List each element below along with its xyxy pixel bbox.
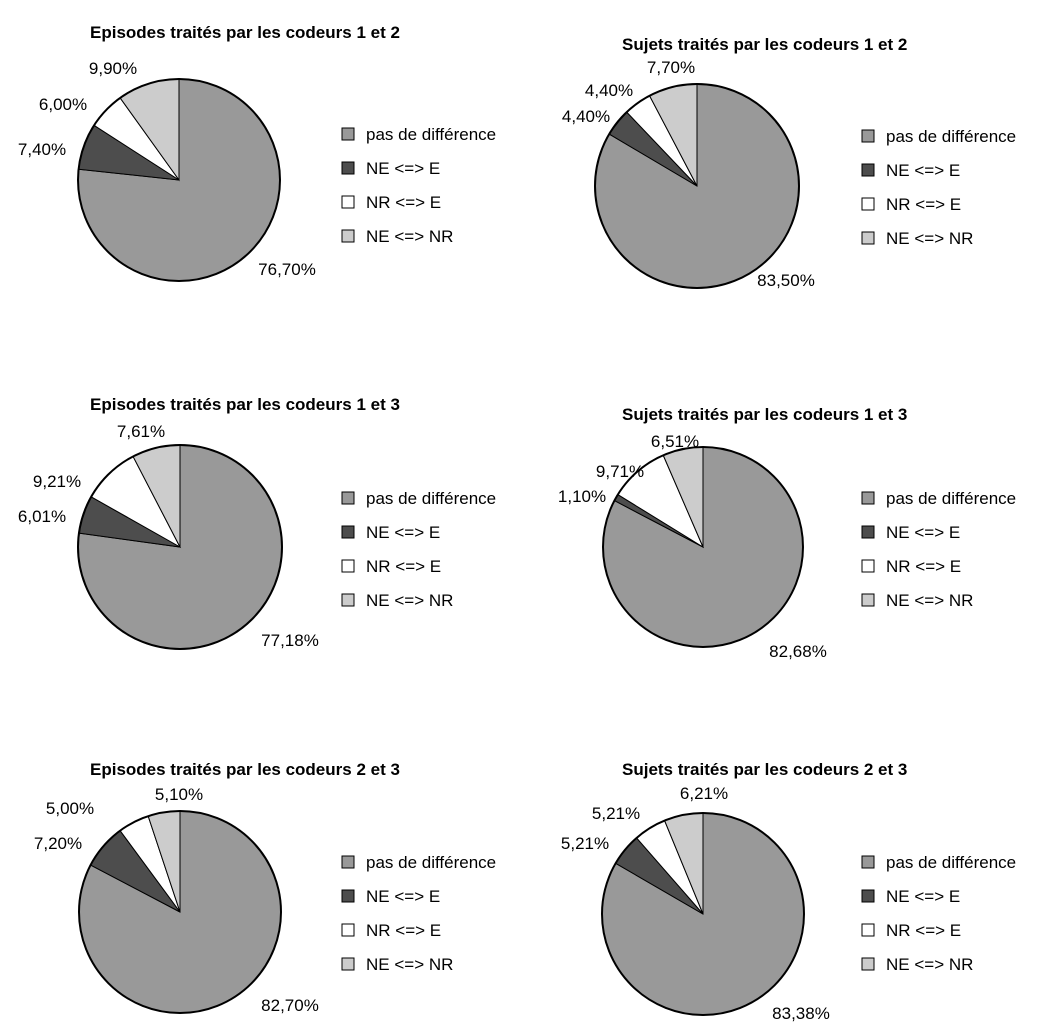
legend-swatch-ne-nr [341, 229, 355, 243]
data-label-ne-e: 5,21% [561, 834, 609, 853]
data-label-ne-nr: 7,61% [117, 422, 165, 441]
pie-outline [77, 444, 283, 650]
legend-label-ne-e: NE <=> E [886, 523, 960, 542]
data-label-main: 76,70% [258, 260, 316, 279]
data-label-ne-e: 7,40% [18, 140, 66, 159]
pie-outline [78, 810, 282, 1014]
legend-swatch-main [341, 127, 355, 141]
legend-swatch-ne-e [861, 525, 875, 539]
legend-swatch-nr-e [861, 559, 875, 573]
legend-label-main: pas de différence [886, 127, 1016, 146]
legend-label-main: pas de différence [366, 489, 496, 508]
pie-chart-sujets-1-3: Sujets traités par les codeurs 1 et 3 82,… [558, 405, 1016, 661]
data-label-ne-nr: 6,21% [680, 784, 728, 803]
chart-title: Sujets traités par les codeurs 1 et 3 [622, 405, 907, 424]
chart-title: Sujets traités par les codeurs 1 et 2 [622, 35, 907, 54]
data-label-nr-e: 5,00% [46, 799, 94, 818]
data-label-ne-nr: 6,51% [651, 432, 699, 451]
pie-outline [594, 83, 800, 289]
legend-label-nr-e: NR <=> E [366, 193, 441, 212]
legend-label-ne-e: NE <=> E [886, 887, 960, 906]
legend-swatch-nr-e [861, 923, 875, 937]
legend-label-ne-e: NE <=> E [366, 523, 440, 542]
data-label-main: 83,50% [757, 271, 815, 290]
legend-swatch-main [341, 855, 355, 869]
data-label-ne-e: 7,20% [34, 834, 82, 853]
legend-label-ne-nr: NE <=> NR [886, 229, 973, 248]
legend-swatch-main [861, 129, 875, 143]
legend-swatch-ne-nr [341, 957, 355, 971]
pie-outline [601, 812, 805, 1016]
legend-label-nr-e: NR <=> E [886, 195, 961, 214]
pie-chart-episodes-1-3: Episodes traités par les codeurs 1 et 3 7… [18, 395, 496, 650]
legend-swatch-ne-e [341, 525, 355, 539]
pie-outline [602, 446, 804, 648]
legend-swatch-ne-e [861, 889, 875, 903]
legend-label-ne-nr: NE <=> NR [366, 955, 453, 974]
pie-chart-sujets-2-3: Sujets traités par les codeurs 2 et 3 83,… [561, 760, 1016, 1023]
legend-swatch-main [861, 491, 875, 505]
legend-swatch-nr-e [341, 559, 355, 573]
legend-label-nr-e: NR <=> E [886, 921, 961, 940]
legend-swatch-ne-e [341, 161, 355, 175]
data-label-ne-nr: 9,90% [89, 59, 137, 78]
legend-label-main: pas de différence [886, 489, 1016, 508]
data-label-ne-nr: 5,10% [155, 785, 203, 804]
legend-label-nr-e: NR <=> E [886, 557, 961, 576]
legend-swatch-ne-nr [861, 957, 875, 971]
data-label-ne-e: 1,10% [558, 487, 606, 506]
legend-swatch-ne-e [861, 163, 875, 177]
legend-swatch-ne-nr [861, 231, 875, 245]
chart-title: Episodes traités par les codeurs 1 et 2 [90, 23, 400, 42]
legend-label-main: pas de différence [366, 125, 496, 144]
legend-swatch-main [861, 855, 875, 869]
legend-label-nr-e: NR <=> E [366, 921, 441, 940]
legend-swatch-main [341, 491, 355, 505]
data-label-main: 82,68% [769, 642, 827, 661]
legend-label-ne-e: NE <=> E [366, 887, 440, 906]
data-label-ne-nr: 7,70% [647, 58, 695, 77]
data-label-ne-e: 4,40% [562, 107, 610, 126]
data-label-nr-e: 9,71% [596, 462, 644, 481]
data-label-nr-e: 6,00% [39, 95, 87, 114]
data-label-nr-e: 4,40% [585, 81, 633, 100]
pie-chart-episodes-1-2: Episodes traités par les codeurs 1 et 2 7… [18, 23, 496, 282]
data-label-main: 83,38% [772, 1004, 830, 1023]
legend-label-ne-e: NE <=> E [886, 161, 960, 180]
legend-swatch-nr-e [861, 197, 875, 211]
legend-swatch-nr-e [341, 195, 355, 209]
legend-label-ne-nr: NE <=> NR [886, 591, 973, 610]
data-label-main: 77,18% [261, 631, 319, 650]
legend-label-ne-e: NE <=> E [366, 159, 440, 178]
pie-chart-sujets-1-2: Sujets traités par les codeurs 1 et 2 83,… [562, 35, 1016, 290]
data-label-main: 82,70% [261, 996, 319, 1015]
chart-title: Episodes traités par les codeurs 2 et 3 [90, 760, 400, 779]
legend-swatch-nr-e [341, 923, 355, 937]
legend-swatch-ne-nr [341, 593, 355, 607]
legend-label-ne-nr: NE <=> NR [886, 955, 973, 974]
legend-swatch-ne-nr [861, 593, 875, 607]
chart-title: Episodes traités par les codeurs 1 et 3 [90, 395, 400, 414]
data-label-ne-e: 6,01% [18, 507, 66, 526]
legend-swatch-ne-e [341, 889, 355, 903]
legend-label-main: pas de différence [886, 853, 1016, 872]
data-label-nr-e: 5,21% [592, 804, 640, 823]
pie-outline [77, 78, 281, 282]
legend-label-main: pas de différence [366, 853, 496, 872]
legend-label-nr-e: NR <=> E [366, 557, 441, 576]
legend-label-ne-nr: NE <=> NR [366, 227, 453, 246]
chart-title: Sujets traités par les codeurs 2 et 3 [622, 760, 907, 779]
legend-label-ne-nr: NE <=> NR [366, 591, 453, 610]
pie-chart-episodes-2-3: Episodes traités par les codeurs 2 et 3 8… [34, 760, 496, 1015]
data-label-nr-e: 9,21% [33, 472, 81, 491]
